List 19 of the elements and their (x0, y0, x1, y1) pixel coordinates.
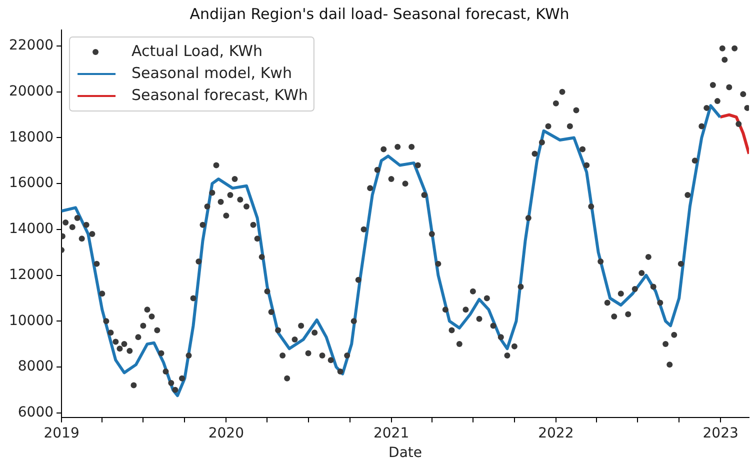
y-tick-label: 10000 (8, 312, 54, 329)
chart-title: Andijan Region's dail load- Seasonal forecast, KWh (190, 4, 570, 23)
y-tick-label: 16000 (8, 175, 54, 192)
x-axis-title: Date (388, 445, 422, 462)
y-tick-label: 18000 (8, 129, 54, 146)
x-tick-label: 2021 (373, 425, 410, 442)
x-tick-label: 2022 (538, 425, 574, 442)
y-tick-label: 22000 (8, 38, 54, 54)
y-tick-label: 20000 (8, 84, 54, 100)
y-tick-label: 8000 (18, 358, 54, 375)
x-tick-label: 2020 (208, 425, 244, 442)
x-tick-label: 2023 (702, 425, 738, 442)
y-tick-label: 14000 (8, 221, 54, 238)
legend-label: Seasonal forecast, KWh (132, 86, 308, 104)
y-tick-label: 6000 (18, 404, 54, 420)
y-tick-label: 12000 (8, 266, 54, 283)
legend-label: Actual Load, KWh (132, 42, 262, 60)
legend-label: Seasonal model, Kwh (132, 64, 292, 82)
x-tick-label: 2019 (44, 425, 80, 442)
